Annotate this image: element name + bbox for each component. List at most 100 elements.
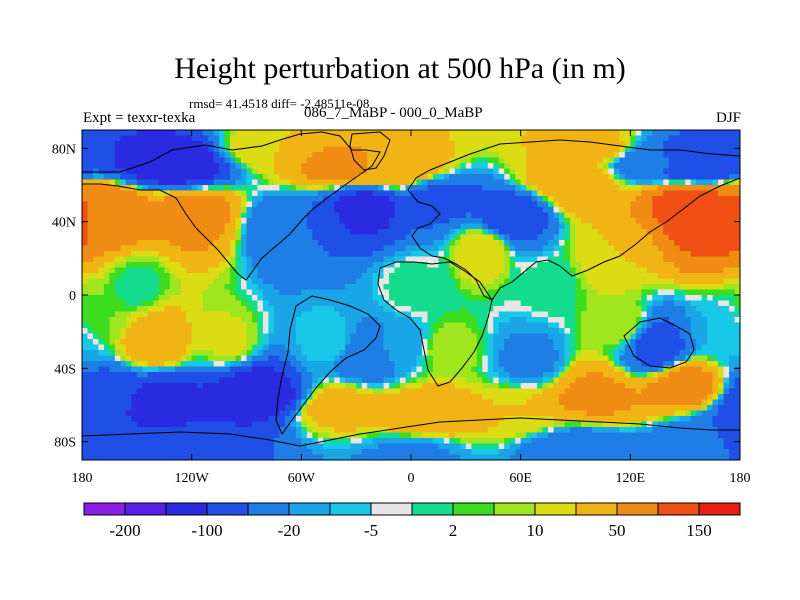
field-cell [328, 234, 335, 241]
field-cell [586, 234, 593, 241]
field-cell [559, 179, 566, 186]
field-cell [712, 289, 719, 296]
field-cell [570, 245, 577, 252]
field-cell [438, 311, 445, 318]
field-cell [476, 339, 483, 346]
field-cell [383, 152, 390, 159]
field-cell [641, 157, 648, 164]
field-cell [103, 190, 111, 197]
field-cell [323, 251, 330, 258]
field-cell [334, 152, 341, 159]
field-cell [235, 339, 242, 346]
field-cell [613, 196, 620, 203]
field-cell [493, 333, 500, 340]
field-cell [427, 251, 434, 258]
field-cell [103, 256, 111, 263]
field-cell [213, 322, 220, 329]
field-cell [575, 207, 582, 214]
field-cell [317, 355, 324, 362]
field-cell [153, 300, 160, 307]
field-cell [696, 339, 703, 346]
field-cell [339, 278, 346, 285]
field-cell [652, 273, 659, 280]
field-cell [246, 317, 253, 324]
field-cell [136, 317, 143, 324]
field-cell [432, 245, 440, 252]
field-cell [378, 141, 385, 148]
field-cell [186, 256, 193, 263]
field-cell [246, 179, 253, 186]
field-cell [438, 229, 445, 236]
field-cell [241, 317, 248, 324]
field-cell [262, 300, 270, 307]
field-cell [356, 179, 363, 186]
field-cell [570, 311, 577, 318]
field-cell [432, 163, 440, 170]
field-cell [186, 190, 193, 197]
field-cell [608, 333, 615, 340]
field-cell [421, 355, 429, 362]
field-cell [295, 201, 302, 208]
field-cell [241, 328, 248, 335]
field-cell [114, 179, 121, 186]
field-cell [471, 240, 478, 247]
field-cell [679, 179, 686, 186]
field-cell [685, 278, 692, 285]
field-cell [405, 344, 412, 351]
field-cell [553, 339, 560, 346]
field-cell [180, 141, 187, 148]
field-cell [323, 212, 330, 219]
field-cell [515, 218, 522, 225]
field-cell [334, 185, 341, 192]
field-cell [389, 311, 396, 318]
field-cell [191, 240, 198, 247]
field-cell [646, 223, 653, 230]
field-cell [394, 333, 401, 340]
field-cell [663, 262, 670, 269]
field-cell [98, 240, 105, 247]
field-cell [613, 306, 620, 313]
field-cell [323, 306, 330, 313]
field-cell [235, 223, 242, 230]
field-cell [103, 306, 111, 313]
field-cell [317, 196, 324, 203]
field-cell [186, 311, 193, 318]
field-cell [295, 311, 302, 318]
field-cell [290, 339, 297, 346]
field-cell [553, 245, 560, 252]
field-cell [701, 251, 708, 258]
field-cell [526, 278, 533, 285]
field-cell [438, 201, 445, 208]
field-cell [520, 157, 527, 164]
field-cell [394, 130, 401, 137]
field-cell [372, 212, 379, 219]
field-cell [597, 130, 604, 137]
field-cell [219, 185, 226, 192]
field-cell [219, 190, 226, 197]
field-cell [345, 130, 352, 137]
field-cell [224, 339, 231, 346]
field-cell [334, 207, 341, 214]
field-cell [284, 179, 291, 186]
field-cell [208, 278, 215, 285]
field-cell [685, 190, 692, 197]
field-cell [82, 256, 89, 263]
field-cell [613, 256, 620, 263]
field-cell [553, 146, 560, 153]
field-cell [164, 344, 171, 351]
field-cell [454, 130, 461, 137]
field-cell [312, 196, 319, 203]
field-cell [624, 245, 631, 252]
field-cell [164, 146, 171, 153]
field-cell [279, 350, 286, 357]
field-cell [465, 190, 472, 197]
field-cell [350, 179, 357, 186]
field-cell [718, 223, 725, 230]
field-cell [652, 245, 659, 252]
field-cell [230, 201, 237, 208]
field-cell [114, 185, 121, 192]
field-cell [570, 240, 577, 247]
field-cell [613, 135, 620, 142]
field-cell [405, 135, 412, 142]
field-cell [328, 322, 335, 329]
